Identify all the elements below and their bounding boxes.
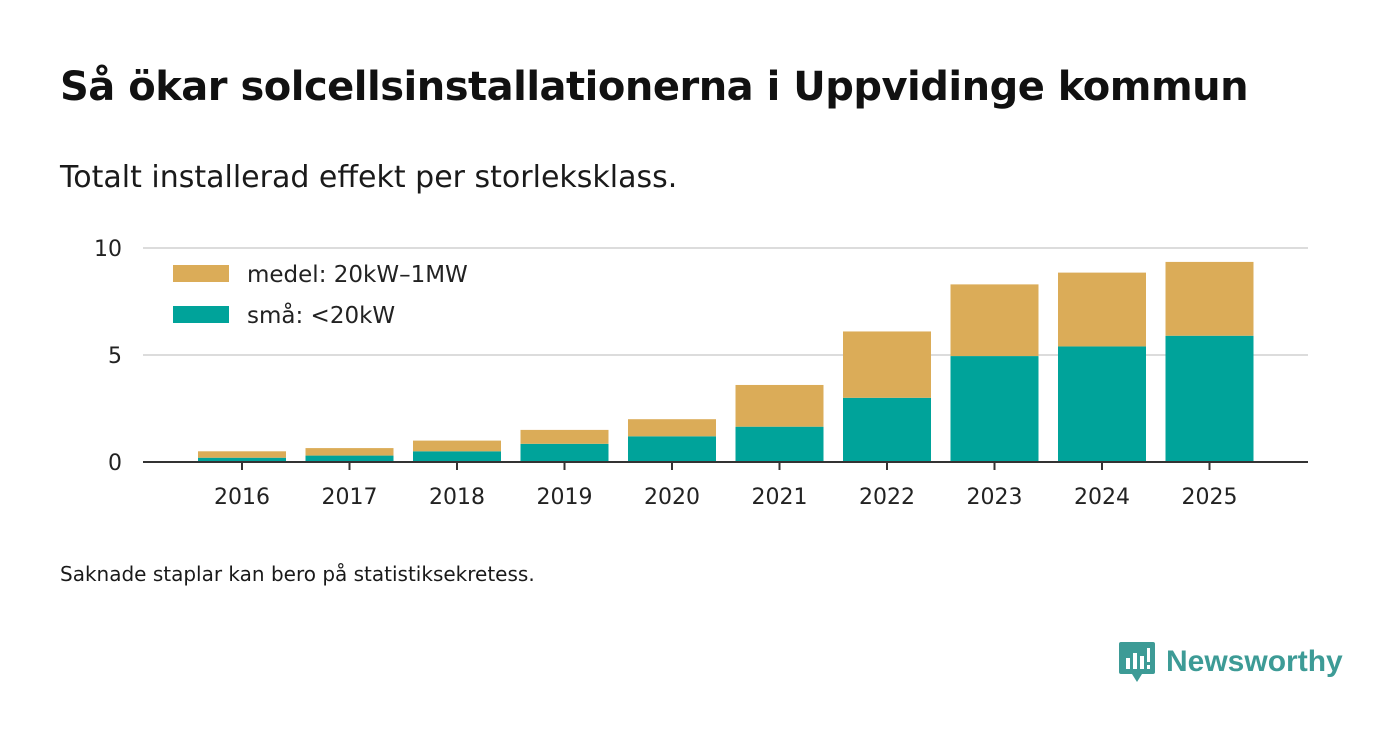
- bar-segment: [198, 451, 286, 458]
- bar-segment: [628, 419, 716, 437]
- bar-segment: [413, 451, 501, 462]
- footnote: Saknade staplar kan bero på statistiksek…: [60, 562, 535, 586]
- brand-name: Newsworthy: [1166, 645, 1343, 678]
- bar-segment: [628, 436, 716, 462]
- x-tick-label: 2023: [967, 485, 1023, 510]
- legend-swatch: [173, 265, 229, 282]
- bar-segment: [1058, 272, 1146, 347]
- x-tick-label: 2021: [752, 485, 808, 510]
- legend-swatch: [173, 306, 229, 323]
- bar-segment: [413, 440, 501, 452]
- newsworthy-logo-icon: [1119, 642, 1155, 682]
- legend-label: små: <20kW: [247, 301, 395, 329]
- y-tick-label: 0: [108, 451, 122, 476]
- x-tick-label: 2019: [537, 485, 593, 510]
- bar-segment: [843, 331, 931, 398]
- bar-segment: [520, 443, 609, 462]
- x-tick-label: 2025: [1182, 485, 1238, 510]
- bar-segment: [950, 284, 1039, 357]
- stacked-bar-chart: 0 5 10 2016 2017 2018 2019 2020 2021 2022 2023 2024…: [94, 237, 1308, 510]
- x-tick-label: 2024: [1074, 485, 1130, 510]
- x-tick-label: 2017: [322, 485, 378, 510]
- x-tick-label: 2018: [429, 485, 485, 510]
- bar-segment: [1165, 261, 1254, 336]
- bar-segment: [520, 429, 609, 444]
- bar-segment: [735, 426, 824, 462]
- chart-subtitle: Totalt installerad effekt per storlekskl…: [60, 160, 678, 195]
- x-tick-label: 2016: [214, 485, 270, 510]
- x-tick-label: 2022: [859, 485, 915, 510]
- y-tick-label: 10: [94, 237, 122, 262]
- bar-segment: [1165, 335, 1254, 462]
- x-tick-label: 2020: [644, 485, 700, 510]
- chart-title: Så ökar solcellsinstallationerna i Uppvi…: [60, 64, 1249, 110]
- legend-label: medel: 20kW–1MW: [247, 262, 468, 288]
- bar-segment: [198, 457, 286, 462]
- bar-segment: [950, 356, 1039, 462]
- y-tick-label: 5: [108, 344, 122, 369]
- bar-segment: [735, 384, 824, 427]
- bar-segment: [305, 448, 394, 456]
- bar-segment: [305, 455, 394, 462]
- bar-segment: [1058, 346, 1146, 462]
- bar-segment: [843, 397, 931, 462]
- brand-logo: Newsworthy: [1118, 640, 1343, 684]
